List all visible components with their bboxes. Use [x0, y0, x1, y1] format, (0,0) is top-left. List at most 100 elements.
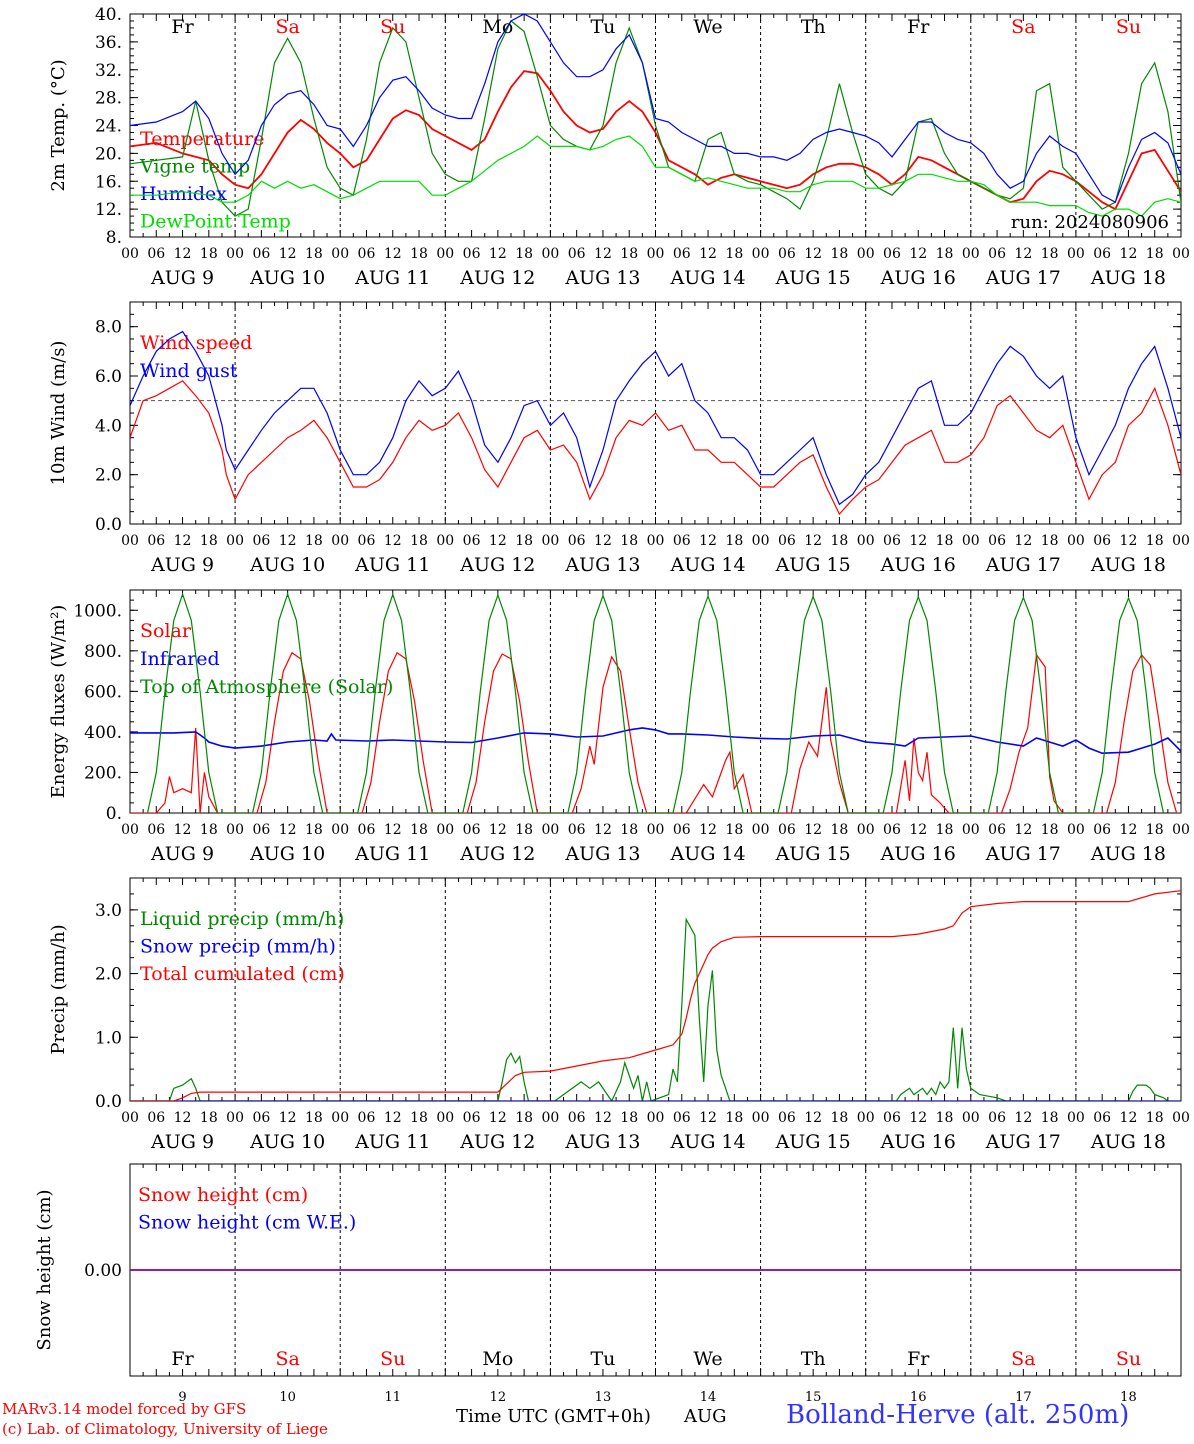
x-hour-label: 00 — [857, 533, 875, 549]
x-hour-label: 18 — [410, 1110, 428, 1126]
x-hour-label: 06 — [778, 822, 796, 838]
x-hour-label: 12 — [279, 533, 297, 549]
x-hour-label: 18 — [305, 1110, 323, 1126]
x-hour-label: 18 — [725, 1110, 743, 1126]
x-hour-label: 06 — [883, 533, 901, 549]
x-hour-label: 06 — [673, 822, 691, 838]
x-hour-label: 00 — [1067, 246, 1085, 262]
x-hour-label: 06 — [463, 246, 481, 262]
day-number-label: 18 — [1120, 1390, 1137, 1405]
legend-entry: Snow height (cm W.E.) — [138, 1212, 356, 1234]
x-hour-label: 00 — [962, 1110, 980, 1126]
x-hour-label: 06 — [673, 533, 691, 549]
x-hour-label: 12 — [594, 533, 612, 549]
x-hour-label: 06 — [568, 533, 586, 549]
legend-entry: Humidex — [140, 183, 227, 205]
x-day-label: AUG 15 — [775, 1131, 851, 1153]
x-hour-label: 00 — [226, 246, 244, 262]
x-hour-label: 00 — [857, 1110, 875, 1126]
day-number-label: 13 — [595, 1390, 612, 1405]
x-hour-label: 12 — [489, 533, 507, 549]
x-hour-label: 12 — [594, 1110, 612, 1126]
x-hour-label: 06 — [252, 1110, 270, 1126]
panel-4: 0.0 1.0 2.0 3.0 Precip (mm/h) Liquid precip (… — [48, 877, 1190, 1153]
x-hour-label: 06 — [883, 1110, 901, 1126]
weekday-label: Mo — [482, 1348, 513, 1370]
panel-5: 0.00 Snow height (cm) Snow height (cm) Snow… — [34, 1163, 1182, 1405]
x-hour-label: 06 — [568, 1110, 586, 1126]
x-hour-label: 00 — [541, 533, 559, 549]
x-hour-label: 06 — [463, 533, 481, 549]
x-hour-label: 18 — [410, 246, 428, 262]
run-annotation: run: 2024080906 — [1011, 212, 1169, 233]
x-hour-label: 18 — [515, 533, 533, 549]
x-hour-label: 06 — [1093, 822, 1111, 838]
series-line-3-1 — [130, 651, 1181, 813]
x-hour-label: 18 — [305, 822, 323, 838]
x-hour-label: 18 — [1146, 246, 1164, 262]
y-axis-label: Energy fluxes (W/m²) — [48, 605, 69, 799]
x-hour-label: 12 — [489, 246, 507, 262]
x-hour-label: 12 — [699, 1110, 717, 1126]
x-hour-label: 00 — [857, 822, 875, 838]
series-line-1-4 — [130, 135, 1181, 217]
x-hour-label: 12 — [909, 533, 927, 549]
x-day-label: AUG 14 — [669, 554, 745, 576]
x-hour-label: 18 — [936, 822, 954, 838]
x-hour-label: 12 — [1120, 246, 1138, 262]
x-hour-label: 06 — [778, 533, 796, 549]
x-hour-label: 00 — [752, 822, 770, 838]
x-hour-label: 12 — [174, 533, 192, 549]
weekday-label: Sa — [275, 1348, 299, 1370]
weekday-label: Fr — [171, 16, 194, 38]
day-number-label: 11 — [384, 1390, 401, 1405]
series-line-2-1 — [130, 380, 1181, 516]
x-hour-label: 00 — [1067, 822, 1085, 838]
x-hour-label: 00 — [752, 533, 770, 549]
x-day-label: AUG 9 — [150, 843, 214, 865]
x-day-label: AUG 16 — [880, 1131, 956, 1153]
x-hour-label: 00 — [1067, 533, 1085, 549]
x-hour-label: 18 — [200, 822, 218, 838]
x-hour-label: 12 — [174, 1110, 192, 1126]
x-hour-label: 12 — [279, 822, 297, 838]
x-hour-label: 00 — [647, 246, 665, 262]
x-day-label: AUG 10 — [249, 554, 325, 576]
x-hour-label: 00 — [752, 1110, 770, 1126]
day-number-label: 10 — [279, 1390, 296, 1405]
x-day-label: AUG 16 — [880, 267, 956, 289]
x-hour-label: 12 — [594, 246, 612, 262]
y-axis-label: Precip (mm/h) — [48, 924, 69, 1054]
x-hour-label: 00 — [436, 246, 454, 262]
x-hour-label: 00 — [1172, 1110, 1190, 1126]
weekday-label: Fr — [907, 16, 930, 38]
x-day-label: AUG 13 — [564, 554, 640, 576]
x-hour-label: 18 — [515, 1110, 533, 1126]
x-hour-label: 06 — [252, 533, 270, 549]
x-day-label: AUG 9 — [150, 1131, 214, 1153]
x-hour-label: 00 — [1172, 533, 1190, 549]
legend-entry: Snow height (cm) — [138, 1184, 308, 1206]
x-day-label: AUG 10 — [249, 1131, 325, 1153]
y-tick-label: 1000. — [73, 601, 122, 621]
legend-entry: Infrared — [140, 648, 220, 670]
x-hour-label: 06 — [147, 533, 165, 549]
x-hour-label: 06 — [988, 1110, 1006, 1126]
x-hour-label: 18 — [725, 533, 743, 549]
weekday-label: We — [693, 1348, 722, 1370]
x-hour-label: 00 — [1172, 822, 1190, 838]
x-hour-label: 18 — [936, 533, 954, 549]
x-day-label: AUG 10 — [249, 843, 325, 865]
x-hour-label: 12 — [1014, 246, 1032, 262]
x-hour-label: 00 — [226, 822, 244, 838]
footer-copyright-line: (c) Lab. of Climatology, University of L… — [2, 1420, 328, 1438]
x-hour-label: 06 — [988, 533, 1006, 549]
y-tick-label: 36. — [95, 33, 122, 53]
x-hour-label: 18 — [200, 246, 218, 262]
x-hour-label: 18 — [410, 822, 428, 838]
x-day-label: AUG 11 — [354, 843, 430, 865]
x-hour-label: 18 — [831, 246, 849, 262]
y-tick-label: 8. — [106, 228, 122, 248]
y-tick-label: 400. — [84, 723, 122, 743]
